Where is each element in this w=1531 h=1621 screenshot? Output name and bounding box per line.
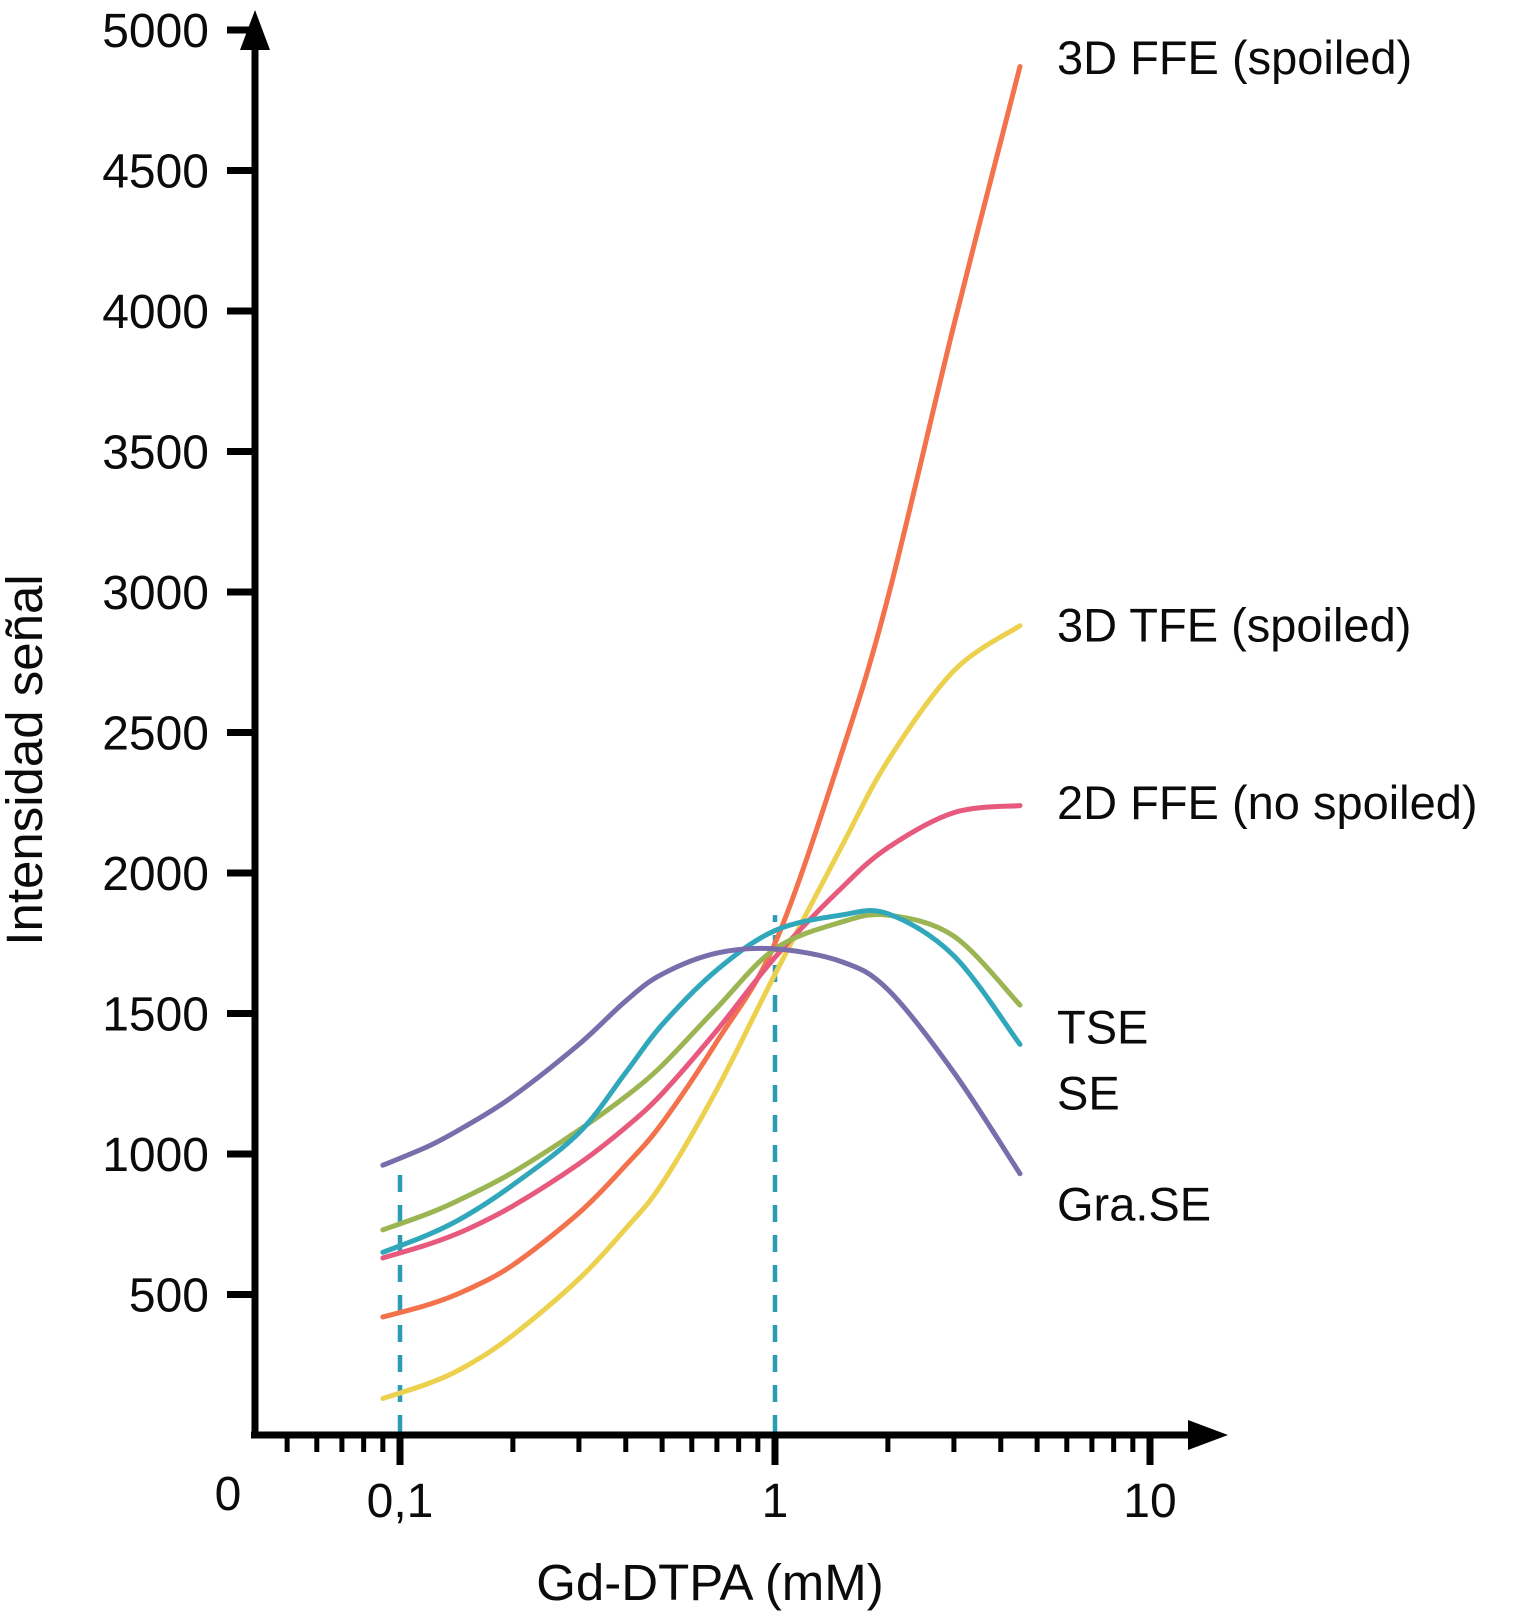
- y-tick-label: 1500: [102, 989, 209, 1042]
- y-tick-label: 4000: [102, 286, 209, 339]
- x-axis-title: Gd-DTPA (mM): [536, 1554, 884, 1611]
- y-tick-label: 4500: [102, 146, 209, 199]
- x-origin-label: 0: [215, 1468, 242, 1521]
- plot-area: 500 1000 1500 2000 2500 3000 3500 4000 4500 5000 0…: [102, 5, 1477, 1528]
- series-line-3d-ffe-spoiled: [380, 64, 1023, 1320]
- y-tick-label: 1000: [102, 1129, 209, 1182]
- y-tick-label: 2000: [102, 848, 209, 901]
- series-line-se: [380, 907, 1023, 1255]
- series-line-3d-tfe-spoiled: [380, 623, 1023, 1401]
- series-label-3d-tfe-spoiled: 3D TFE (spoiled): [1057, 599, 1411, 652]
- x-tick-label: 10: [1123, 1475, 1176, 1528]
- y-tick-label: 2500: [102, 708, 209, 761]
- y-tick-label: 3000: [102, 567, 209, 620]
- series-label-2d-ffe-no-spoiled: 2D FFE (no spoiled): [1057, 776, 1478, 829]
- y-tick-label: 3500: [102, 427, 209, 480]
- y-tick-label: 5000: [102, 5, 209, 58]
- series-line-gra-se: [380, 945, 1023, 1177]
- series-label-se: SE: [1057, 1067, 1120, 1120]
- y-tick-label: 500: [129, 1270, 209, 1323]
- x-axis-arrow: [1188, 1420, 1228, 1450]
- series-line-2d-ffe-no-spoiled: [380, 803, 1023, 1261]
- y-axis-title: Intensidad señal: [0, 574, 53, 945]
- x-tick-label: 1: [762, 1475, 789, 1528]
- series-label-3d-ffe-spoiled: 3D FFE (spoiled): [1057, 31, 1412, 84]
- series-label-tse: TSE: [1057, 1001, 1148, 1054]
- series-line-tse: [380, 911, 1023, 1233]
- series-label-gra-se: Gra.SE: [1057, 1178, 1211, 1231]
- x-tick-label: 0,1: [367, 1475, 434, 1528]
